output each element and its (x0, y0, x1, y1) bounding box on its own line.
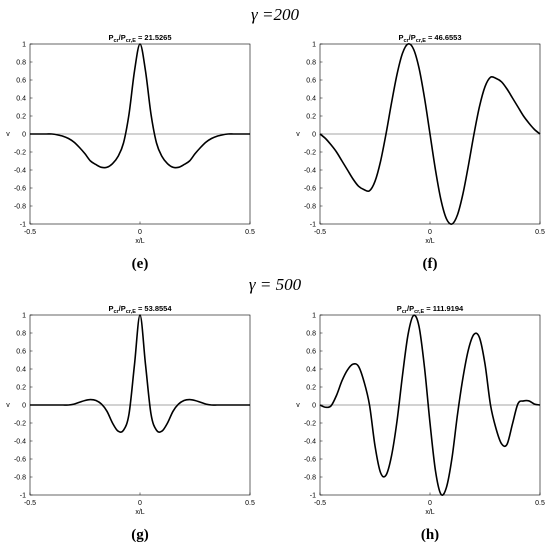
x-axis-label: x/L (135, 509, 144, 516)
y-axis-label: v (6, 402, 10, 409)
y-tick-label: 0 (312, 402, 316, 409)
y-tick-label: -1 (310, 492, 316, 499)
x-tick-label: -0.5 (24, 229, 36, 236)
curve (319, 43, 541, 225)
y-tick-label: -0.6 (14, 456, 26, 463)
x-tick-label: 0 (428, 500, 432, 507)
panel-caption: (e) (132, 256, 149, 272)
row-heading: γ = 500 (249, 275, 302, 294)
y-tick-label: -0.6 (304, 456, 316, 463)
y-tick-label: 0.4 (16, 95, 26, 102)
y-tick-label: 1 (22, 41, 26, 48)
y-tick-label: 0 (312, 131, 316, 138)
y-tick-label: -0.8 (304, 203, 316, 210)
chart-title: Pcr/Pcr,E = 21.5265 (108, 33, 171, 44)
title-part: P (108, 304, 113, 313)
y-tick-label: -1 (20, 221, 26, 228)
y-tick-label: 0.6 (306, 348, 316, 355)
title-part: /P (407, 304, 414, 313)
y-tick-label: 1 (312, 41, 316, 48)
x-axis-label: x/L (135, 238, 144, 245)
title-subscript: cr,E (126, 309, 136, 315)
x-tick-label: 0.5 (245, 500, 255, 507)
title-subscript: cr (402, 309, 408, 315)
curve (30, 314, 250, 433)
title-part: = 46.6553 (426, 33, 462, 42)
title-subscript: cr,E (126, 38, 136, 44)
y-tick-label: 0.4 (306, 366, 316, 373)
panel-caption: (h) (421, 527, 439, 543)
row-heading: γ =200 (251, 5, 299, 24)
title-part: /P (119, 33, 126, 42)
y-tick-label: 0.2 (16, 113, 26, 120)
y-tick-label: -0.4 (14, 167, 26, 174)
y-tick-label: -0.4 (304, 167, 316, 174)
title-part: = 111.9194 (424, 304, 464, 313)
y-axis-label: v (296, 131, 300, 138)
x-tick-label: 0 (138, 229, 142, 236)
y-tick-label: 0.6 (16, 348, 26, 355)
y-tick-label: -0.8 (304, 474, 316, 481)
x-axis-label: x/L (425, 509, 434, 516)
y-tick-label: -0.2 (304, 420, 316, 427)
curve (319, 314, 541, 496)
x-tick-label: 0.5 (535, 229, 545, 236)
title-part: P (108, 33, 113, 42)
y-tick-label: 1 (22, 312, 26, 319)
y-tick-label: 0 (22, 402, 26, 409)
curve (30, 43, 250, 169)
y-tick-label: 0.8 (16, 59, 26, 66)
title-part: /P (409, 33, 416, 42)
panel-caption: (g) (131, 527, 149, 543)
y-tick-label: -0.4 (304, 438, 316, 445)
y-tick-label: -1 (310, 221, 316, 228)
chart-title: Pcr/Pcr,E = 53.8554 (108, 304, 172, 315)
title-part: = 21.5265 (136, 33, 172, 42)
y-tick-label: 0.2 (16, 384, 26, 391)
y-tick-label: -0.4 (14, 438, 26, 445)
y-tick-label: 0.4 (16, 366, 26, 373)
x-tick-label: -0.5 (314, 500, 326, 507)
panel-caption: (f) (423, 256, 438, 272)
y-tick-label: -0.8 (14, 203, 26, 210)
title-subscript: cr (403, 38, 409, 44)
x-tick-label: 0.5 (535, 500, 545, 507)
y-tick-label: 0 (22, 131, 26, 138)
y-tick-label: 1 (312, 312, 316, 319)
y-tick-label: 0.8 (306, 59, 316, 66)
y-tick-label: -0.2 (14, 149, 26, 156)
y-axis-label: v (296, 402, 300, 409)
x-tick-label: -0.5 (314, 229, 326, 236)
y-tick-label: -0.2 (14, 420, 26, 427)
x-tick-label: -0.5 (24, 500, 36, 507)
y-tick-label: 0.2 (306, 384, 316, 391)
x-tick-label: 0 (138, 500, 142, 507)
y-tick-label: 0.6 (16, 77, 26, 84)
y-axis-label: v (6, 131, 10, 138)
title-subscript: cr (113, 38, 119, 44)
title-part: P (397, 304, 402, 313)
y-tick-label: -0.6 (14, 185, 26, 192)
title-subscript: cr (113, 309, 119, 315)
y-tick-label: -1 (20, 492, 26, 499)
y-tick-label: 0.8 (306, 330, 316, 337)
chart-title: Pcr/Pcr,E = 46.6553 (398, 33, 461, 44)
x-tick-label: 0.5 (245, 229, 255, 236)
y-tick-label: -0.6 (304, 185, 316, 192)
x-axis-label: x/L (425, 238, 434, 245)
y-tick-label: -0.2 (304, 149, 316, 156)
title-part: = 53.8554 (136, 304, 172, 313)
y-tick-label: 0.2 (306, 113, 316, 120)
title-subscript: cr,E (414, 309, 424, 315)
title-subscript: cr,E (416, 38, 426, 44)
x-tick-label: 0 (428, 229, 432, 236)
title-part: P (398, 33, 403, 42)
title-part: /P (119, 304, 126, 313)
y-tick-label: -0.8 (14, 474, 26, 481)
chart-title: Pcr/Pcr,E = 111.9194 (397, 304, 464, 315)
y-tick-label: 0.6 (306, 77, 316, 84)
y-tick-label: 0.4 (306, 95, 316, 102)
y-tick-label: 0.8 (16, 330, 26, 337)
